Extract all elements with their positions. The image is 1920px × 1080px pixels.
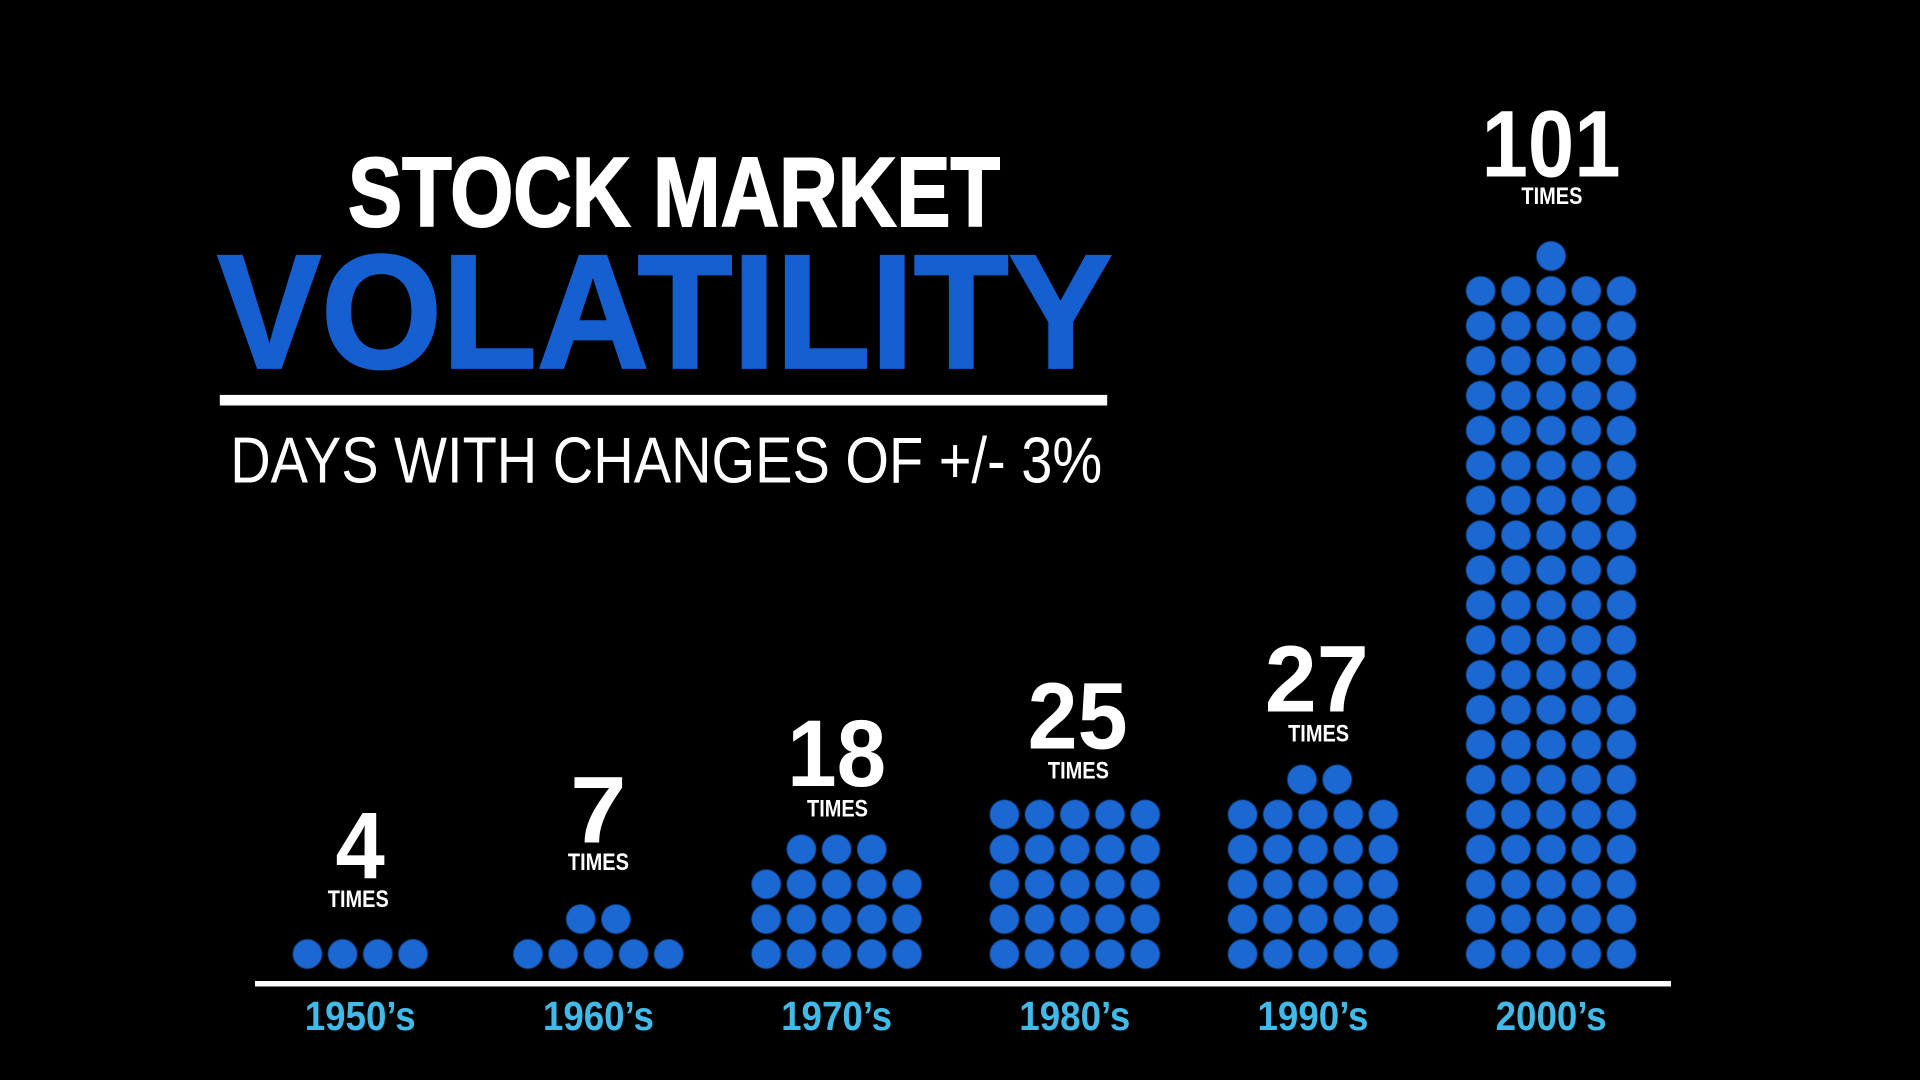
svg-text:101: 101 xyxy=(1482,92,1621,198)
svg-text:2000’s: 2000’s xyxy=(1496,993,1607,1039)
svg-text:1950’s: 1950’s xyxy=(305,993,416,1039)
svg-text:DAYS WITH CHANGES OF +/- 3%: DAYS WITH CHANGES OF +/- 3% xyxy=(230,424,1102,497)
svg-text:STOCK MARKET: STOCK MARKET xyxy=(348,137,1000,247)
svg-text:TIMES: TIMES xyxy=(568,849,629,876)
svg-text:TIMES: TIMES xyxy=(1288,720,1349,747)
svg-text:27: 27 xyxy=(1265,627,1369,733)
svg-text:25: 25 xyxy=(1028,663,1128,769)
svg-text:4: 4 xyxy=(336,794,385,900)
svg-text:1980’s: 1980’s xyxy=(1019,993,1130,1039)
svg-text:1970’s: 1970’s xyxy=(781,993,892,1039)
svg-text:TIMES: TIMES xyxy=(328,886,389,913)
svg-text:1960’s: 1960’s xyxy=(543,993,654,1039)
svg-text:7: 7 xyxy=(570,758,626,864)
svg-text:1990’s: 1990’s xyxy=(1258,993,1369,1039)
svg-text:TIMES: TIMES xyxy=(1048,757,1109,784)
svg-text:18: 18 xyxy=(787,701,886,807)
svg-text:TIMES: TIMES xyxy=(807,796,868,823)
svg-text:VOLATILITY: VOLATILITY xyxy=(217,222,1112,403)
svg-text:TIMES: TIMES xyxy=(1521,183,1582,210)
